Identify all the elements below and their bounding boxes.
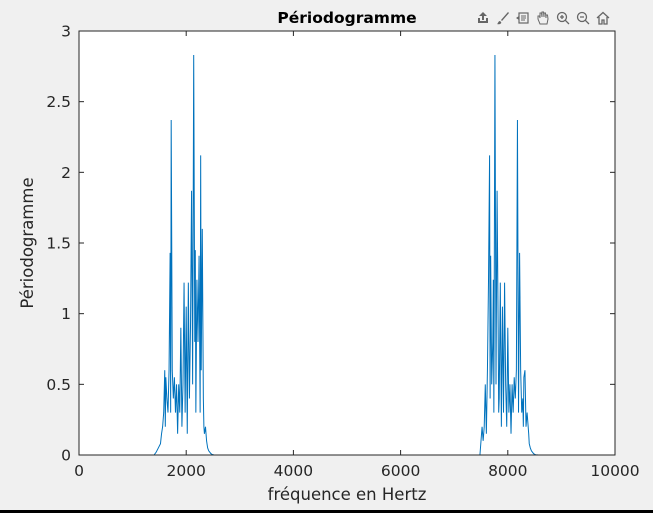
y-tick-label: 1 bbox=[61, 305, 71, 323]
x-axis-label: fréquence en Hertz bbox=[268, 485, 427, 504]
y-tick-label: 2.5 bbox=[46, 93, 71, 111]
y-tick-label: 1.5 bbox=[46, 235, 71, 253]
ticks-layer: 0 2000 4000 6000 8000 10000 0 0.5 1 1.5 2 2.5 3 bbox=[46, 23, 639, 481]
export-icon[interactable] bbox=[474, 8, 492, 28]
x-tick-label: 0 bbox=[74, 462, 84, 480]
zoom-out-icon[interactable] bbox=[574, 8, 592, 28]
series-layer bbox=[79, 55, 615, 456]
window-bottom-edge bbox=[0, 510, 653, 513]
y-tick-label: 2 bbox=[61, 164, 71, 182]
series-line bbox=[79, 55, 615, 456]
chart-title: Périodogramme bbox=[277, 9, 416, 27]
brush-icon[interactable] bbox=[494, 8, 512, 28]
data-tips-icon[interactable] bbox=[514, 8, 532, 28]
x-tick-label: 10000 bbox=[590, 462, 639, 480]
y-tick-label: 0 bbox=[61, 447, 71, 465]
zoom-in-icon[interactable] bbox=[554, 8, 572, 28]
x-tick-label: 6000 bbox=[381, 462, 420, 480]
axes-background bbox=[79, 31, 615, 455]
home-icon[interactable] bbox=[594, 8, 612, 28]
y-axis-label: Périodogramme bbox=[18, 177, 37, 308]
axes-toolbar bbox=[474, 8, 612, 28]
y-tick-label: 0.5 bbox=[46, 376, 71, 394]
pan-icon[interactable] bbox=[534, 8, 552, 28]
x-tick-label: 2000 bbox=[166, 462, 205, 480]
y-tick-label: 3 bbox=[61, 23, 71, 41]
x-tick-label: 4000 bbox=[274, 462, 313, 480]
x-tick-label: 8000 bbox=[488, 462, 527, 480]
